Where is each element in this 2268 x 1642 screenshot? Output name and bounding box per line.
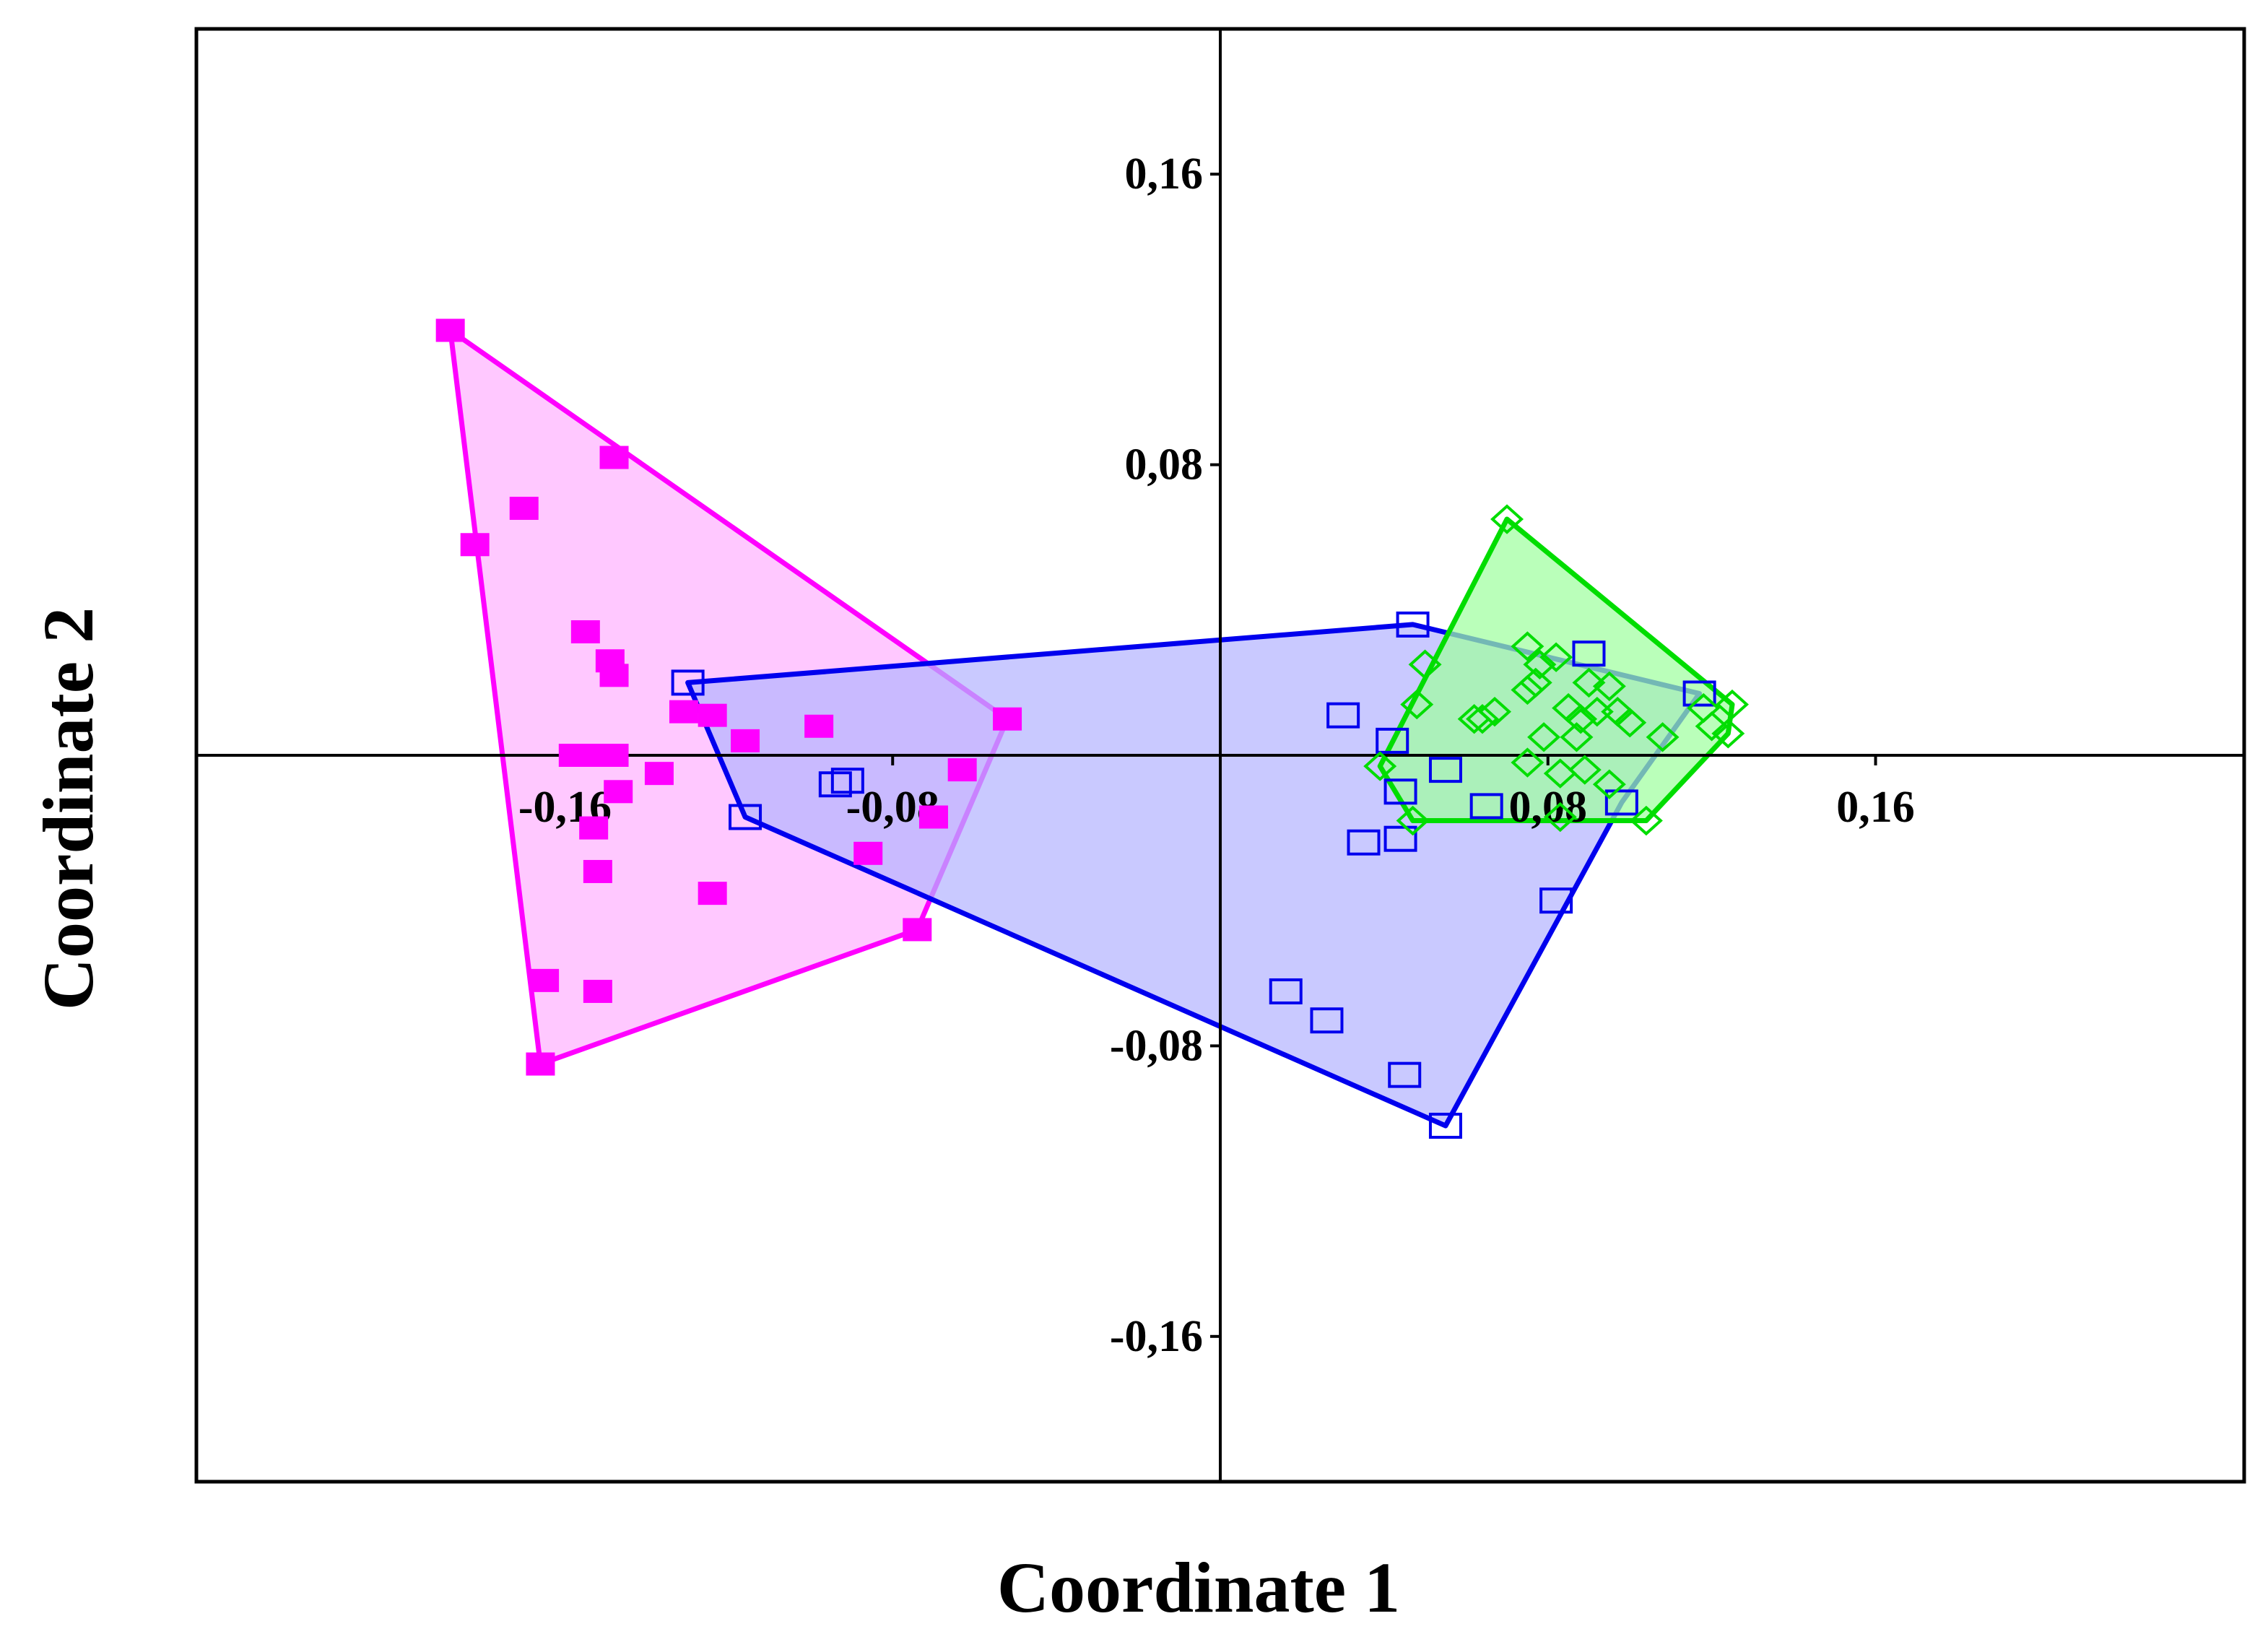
group-1-point (903, 918, 932, 942)
group-3-point (1646, 722, 1680, 752)
group-1-point (644, 762, 674, 786)
y-tick-label: 0,08 (1125, 440, 1204, 490)
group-1-point (558, 744, 588, 767)
group-2-point (1539, 887, 1573, 914)
group-2-point (1326, 702, 1360, 729)
group-3-point (1511, 674, 1544, 705)
group-2-point (1469, 793, 1503, 820)
y-tick-label: -0,16 (1110, 1312, 1203, 1361)
group-3-point (1400, 689, 1434, 720)
group-2-point (1428, 757, 1462, 783)
group-3-point (1592, 671, 1626, 702)
group-2-point (1376, 727, 1409, 754)
group-3-point (1490, 504, 1524, 534)
group-1-point (853, 841, 883, 865)
group-3-point (1518, 667, 1552, 698)
group-2-point (1269, 978, 1303, 1004)
point-layer (435, 318, 1749, 1139)
group-1-point (530, 968, 560, 992)
group-3-point (1564, 704, 1598, 734)
group-2-point (818, 771, 852, 798)
group-2-point (1572, 640, 1606, 667)
group-1-point (669, 700, 698, 724)
group-3-point (1457, 704, 1491, 734)
group-1-point (509, 496, 539, 520)
group-2-point (1347, 829, 1381, 856)
group-1-point (579, 816, 609, 840)
group-2-point (1310, 1007, 1344, 1034)
y-tick-label: 0,16 (1125, 149, 1204, 199)
group-3-point (1511, 747, 1544, 778)
group-3-point (1523, 649, 1557, 679)
group-3-point (1396, 805, 1430, 836)
group-2-point (1388, 1061, 1422, 1088)
group-2-point (1428, 1113, 1462, 1139)
y-axis-title: Coordinate 2 (28, 607, 108, 1010)
group-3-point (1629, 805, 1663, 836)
group-1-point (993, 707, 1022, 731)
group-2-point (671, 669, 705, 696)
group-3-point (1363, 751, 1397, 781)
group-1-point (526, 1052, 555, 1076)
group-1-point (698, 882, 727, 905)
group-3-point (1466, 704, 1499, 734)
group-1-point (599, 664, 629, 687)
group-3-point (1695, 711, 1729, 742)
x-tick-label: 0,16 (1836, 783, 1915, 832)
group-2-point (1604, 789, 1638, 816)
group-2-point (1682, 680, 1716, 707)
group-3-point (1592, 769, 1626, 799)
group-3-point (1560, 722, 1594, 752)
group-1-point (918, 805, 948, 829)
group-2-point (729, 804, 762, 830)
group-3-point (1527, 722, 1561, 752)
group-3-point (1711, 718, 1745, 749)
group-1-point (599, 446, 629, 469)
group-1-point (804, 714, 834, 738)
group-3-point (1716, 689, 1749, 720)
group-3-point (1539, 642, 1573, 672)
group-2-point (1396, 611, 1430, 638)
group-1-point (583, 859, 612, 883)
group-3-point (1613, 708, 1647, 738)
group-1-point (435, 318, 465, 342)
group-2-point (1383, 825, 1417, 852)
x-axis-title: Coordinate 1 (997, 1547, 1400, 1628)
group-1-point (604, 780, 633, 804)
group-3-point (1543, 802, 1577, 833)
y-tick-label: -0,08 (1110, 1021, 1203, 1070)
group-3-point (1408, 649, 1442, 679)
x-tick-label: 0,08 (1509, 783, 1588, 832)
group-1-point (731, 729, 760, 752)
group-1-point (947, 758, 977, 782)
group-1-point (583, 979, 612, 1003)
group-2-point (830, 768, 864, 794)
group-1-point (570, 620, 600, 643)
group-3-point (1511, 631, 1544, 661)
group-3-point (1478, 696, 1512, 727)
group-3-point (1568, 755, 1602, 785)
group-1-point (460, 533, 490, 557)
group-2-point (1383, 778, 1417, 805)
group-1-point (599, 744, 629, 767)
group-3-point (1572, 667, 1606, 698)
group-1-point (698, 703, 727, 727)
